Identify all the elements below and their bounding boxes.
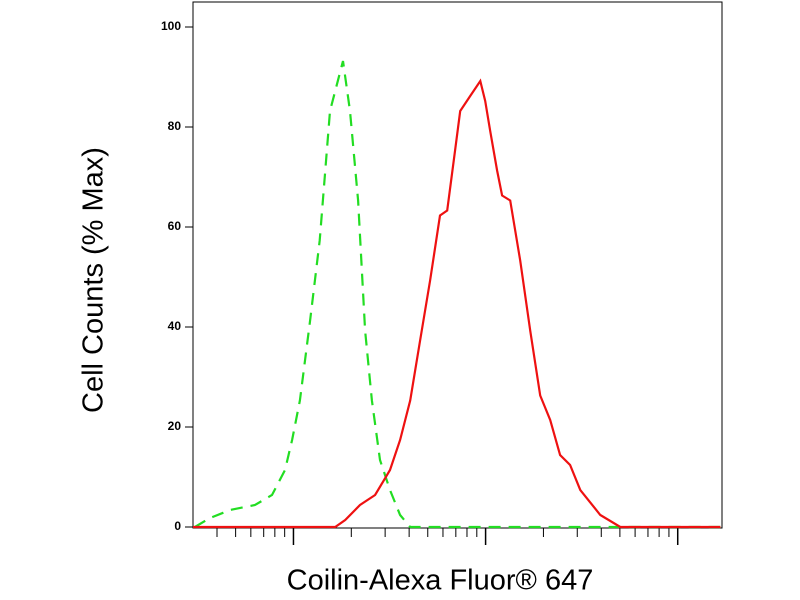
y-axis-title: Cell Counts (% Max) bbox=[78, 147, 110, 413]
histogram-line bbox=[193, 78, 721, 529]
y-tick-label: 80 bbox=[168, 119, 182, 133]
y-tick-label: 20 bbox=[168, 419, 182, 433]
y-tick-label: 60 bbox=[168, 219, 182, 233]
y-tick-label: 40 bbox=[168, 319, 182, 333]
y-tick-label: 0 bbox=[174, 519, 181, 533]
y-tick-label: 100 bbox=[161, 19, 181, 33]
plot-frame bbox=[192, 1, 723, 529]
histogram-line bbox=[194, 60, 721, 529]
x-axis-title: Coilin-Alexa Fluor® 647 bbox=[287, 565, 594, 597]
